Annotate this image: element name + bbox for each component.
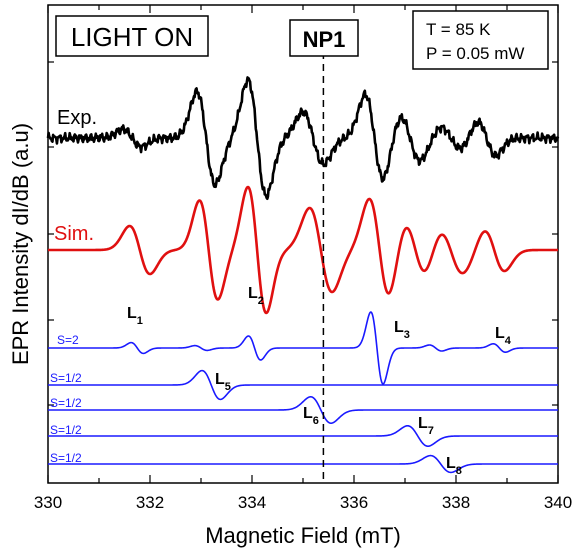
- x-tick-label: 330: [34, 493, 62, 512]
- component-line-1: [47, 311, 559, 385]
- component-label-4: S=1/2: [50, 423, 82, 437]
- component-line-2: [47, 369, 559, 401]
- component-label-2: S=1/2: [50, 371, 82, 385]
- line-label-l8: L8: [446, 455, 462, 477]
- y-axis-title: EPR Intensity dI/dB (a.u): [8, 123, 33, 365]
- component-label-1: S=2: [57, 333, 79, 347]
- x-tick-label: 334: [238, 493, 266, 512]
- tick-marks: [47, 5, 559, 483]
- component-line-5: [47, 454, 559, 474]
- line-label-l3: L3: [394, 319, 410, 341]
- component-label-3: S=1/2: [50, 396, 82, 410]
- np1-label: NP1: [303, 27, 346, 52]
- light-on-box: [55, 15, 209, 57]
- x-tick-label: 332: [136, 493, 164, 512]
- series-label-exp: Exp.: [57, 107, 97, 129]
- light-on-label: LIGHT ON: [71, 22, 193, 52]
- x-tick-labels: 330 332 334 336 338 340: [34, 493, 572, 512]
- line-label-l2: L2: [248, 285, 264, 307]
- condition-power: P = 0.05 mW: [426, 44, 524, 63]
- x-tick-label: 336: [340, 493, 368, 512]
- x-tick-label: 338: [442, 493, 470, 512]
- condition-temperature: T = 85 K: [426, 20, 491, 39]
- line-label-l6: L6: [303, 405, 319, 427]
- component-line-4: [47, 425, 559, 447]
- line-label-l4: L4: [495, 325, 512, 347]
- conditions-box: [412, 10, 549, 70]
- series-line-sim: [47, 185, 559, 315]
- line-label-l5: L5: [215, 371, 231, 393]
- x-axis-title: Magnetic Field (mT): [205, 523, 401, 548]
- series-line-exp: [46, 76, 560, 201]
- x-tick-label: 340: [544, 493, 572, 512]
- line-label-l1: L1: [127, 305, 143, 327]
- series-layer: [46, 76, 560, 474]
- line-label-l7: L7: [418, 415, 434, 437]
- component-line-3: [47, 396, 559, 424]
- series-label-sim: Sim.: [54, 223, 94, 245]
- np1-box: [289, 19, 359, 57]
- component-label-5: S=1/2: [50, 451, 82, 465]
